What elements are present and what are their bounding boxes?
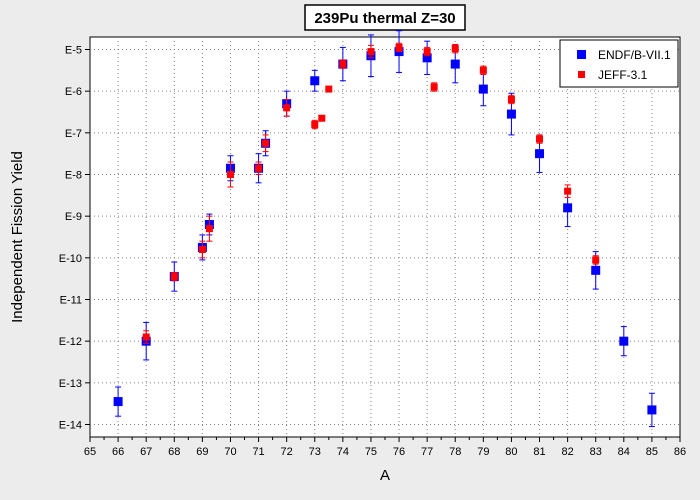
y-tick-label: E-6 [65, 86, 82, 98]
y-axis: E-5 E-6 E-7 E-8 E-9 E-10 E-11 E-12 E-13 E-14 [59, 45, 90, 432]
data-point [318, 114, 326, 122]
x-tick-label: 73 [309, 446, 321, 458]
data-point [422, 53, 432, 63]
data-point [647, 405, 657, 415]
data-point [262, 139, 270, 147]
data-point [367, 48, 375, 56]
x-tick-label: 78 [449, 446, 461, 458]
data-point [142, 333, 150, 341]
data-point [619, 336, 629, 346]
series [113, 30, 657, 428]
data-point [170, 273, 178, 281]
y-tick-label: E-5 [65, 45, 82, 57]
series-jeff [142, 42, 600, 344]
data-point [325, 85, 333, 93]
title-box: 239Pu thermal Z=30 [304, 4, 466, 31]
data-point [255, 164, 263, 172]
x-tick-label: 85 [646, 446, 658, 458]
data-point [450, 59, 460, 69]
x-tick-label: 66 [112, 446, 124, 458]
y-tick-label: E-14 [59, 420, 82, 432]
data-point [479, 66, 487, 74]
data-point [536, 135, 544, 143]
y-tick-label: E-8 [65, 170, 82, 182]
plot-area [89, 36, 681, 438]
y-tick-label: E-7 [65, 128, 82, 140]
x-tick-label: 86 [674, 446, 686, 458]
data-point [283, 104, 291, 112]
x-tick-label: 67 [140, 446, 152, 458]
y-tick-label: E-13 [59, 378, 82, 390]
x-axis: 65 66 67 68 69 70 71 72 73 74 75 76 77 78 79 80 81 82 83 84… [84, 437, 686, 458]
data-point [564, 187, 572, 195]
data-point [535, 149, 545, 159]
data-point [423, 48, 431, 56]
legend-box [559, 39, 679, 88]
x-tick-label: 70 [224, 446, 236, 458]
y-tick-label: E-10 [59, 253, 82, 265]
x-tick-label: 75 [365, 446, 377, 458]
x-tick-label: 79 [477, 446, 489, 458]
y-tick-label: E-9 [65, 211, 82, 223]
chart-title: 239Pu thermal Z=30 [314, 10, 455, 27]
x-tick-label: 77 [421, 446, 433, 458]
data-point [339, 60, 347, 68]
data-point [198, 246, 206, 253]
x-tick-label: 76 [393, 446, 405, 458]
data-point [478, 84, 488, 94]
data-point [430, 83, 438, 91]
y-tick-label: E-11 [60, 295, 82, 307]
x-tick-label: 83 [590, 446, 602, 458]
legend: ENDF/B-VII.1 JEFF-3.1 [559, 39, 679, 88]
x-axis-title: A [380, 467, 390, 484]
x-tick-label: 71 [252, 446, 264, 458]
data-point [311, 121, 319, 128]
x-tick-label: 72 [281, 446, 293, 458]
legend-swatch-endf [577, 50, 586, 59]
data-point [205, 225, 213, 233]
x-tick-label: 80 [505, 446, 517, 458]
x-tick-label: 68 [168, 446, 180, 458]
data-point [507, 96, 515, 103]
data-point [113, 397, 123, 407]
data-point [563, 203, 573, 213]
x-tick-label: 81 [533, 446, 545, 458]
data-point [592, 256, 600, 264]
legend-swatch-jeff [578, 71, 585, 78]
data-point [506, 109, 516, 119]
x-tick-label: 84 [618, 446, 630, 458]
data-point [451, 45, 459, 53]
legend-label-jeff: JEFF-3.1 [598, 68, 648, 82]
y-tick-label: E-12 [59, 336, 82, 348]
legend-label-endf: ENDF/B-VII.1 [598, 48, 671, 62]
y-axis-title: Independent Fission Yield [9, 151, 26, 323]
x-tick-label: 65 [84, 446, 96, 458]
x-tick-label: 82 [561, 446, 573, 458]
data-point [310, 76, 320, 86]
data-point [226, 171, 234, 178]
data-point [591, 265, 601, 275]
x-tick-label: 69 [196, 446, 208, 458]
data-point [395, 43, 403, 51]
x-tick-label: 74 [337, 446, 349, 458]
